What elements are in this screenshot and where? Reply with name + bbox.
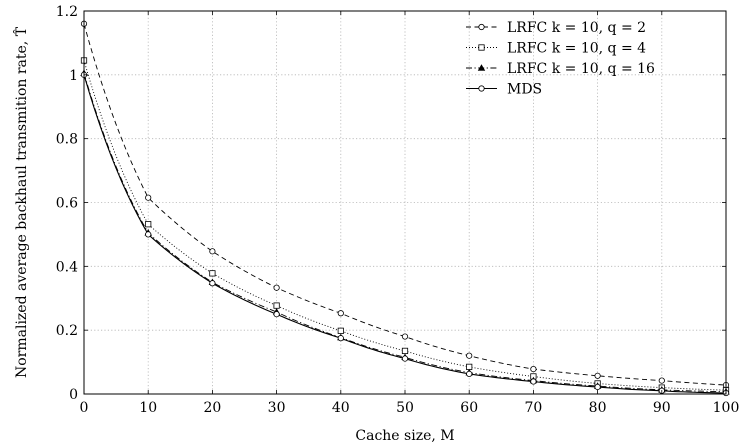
data-point — [401, 333, 409, 340]
x-tick-label: 30 — [268, 400, 286, 416]
y-tick-label: 0 — [69, 387, 78, 403]
legend-entry: LRFC k = 10, q = 16 — [507, 61, 655, 77]
data-point — [658, 377, 665, 384]
data-point — [337, 327, 344, 334]
y-axis-label: Normalized average backhaul transmition … — [12, 26, 30, 378]
data-point — [209, 280, 216, 287]
grid — [84, 11, 726, 394]
y-tick-label: 0.4 — [56, 259, 78, 275]
y-tick-label: 0.6 — [56, 196, 78, 212]
x-tick-label: 80 — [589, 400, 607, 416]
legend-entry: LRFC k = 10, q = 2 — [507, 20, 646, 36]
data-point — [273, 311, 280, 318]
data-point — [466, 370, 473, 377]
data-point — [145, 194, 152, 201]
data-point — [401, 355, 409, 362]
data-point — [594, 383, 601, 391]
data-point — [466, 352, 473, 359]
x-tick-label: 100 — [713, 400, 739, 416]
data-point — [145, 231, 152, 238]
data-point — [337, 335, 344, 342]
x-tick-label: 0 — [80, 400, 89, 416]
data-point — [530, 366, 537, 373]
x-tick-label: 50 — [396, 400, 414, 416]
y-tick-label: 1 — [69, 68, 78, 84]
x-tick-label: 10 — [139, 400, 157, 416]
data-point — [466, 363, 473, 370]
data-point — [209, 248, 216, 255]
legend-entry: LRFC k = 10, q = 4 — [507, 41, 646, 57]
data-point — [209, 270, 216, 277]
legend-marker — [478, 85, 485, 92]
y-tick-label: 0.2 — [56, 323, 78, 339]
data-point — [145, 221, 152, 228]
x-tick-label: 90 — [653, 400, 671, 416]
x-tick-label: 40 — [332, 400, 350, 416]
y-tick-label: 1.2 — [56, 4, 78, 20]
legend-entry: MDS — [507, 82, 542, 98]
legend-marker — [478, 23, 485, 31]
x-tick-label: 70 — [524, 400, 542, 416]
data-point — [337, 310, 344, 317]
x-tick-label: 60 — [460, 400, 478, 416]
legend-marker — [478, 44, 485, 51]
series-1 — [80, 20, 730, 389]
data-point — [401, 347, 409, 355]
y-tick-label: 0.8 — [56, 132, 78, 148]
data-point — [273, 284, 280, 291]
x-tick-label: 20 — [203, 400, 221, 416]
data-point — [273, 302, 280, 309]
data-point — [594, 372, 601, 379]
legend: LRFC k = 10, q = 2 LRFC k = 10, q = 4 LRFC… — [466, 20, 655, 98]
data-point — [530, 378, 537, 385]
x-axis-label: Cache size, M — [355, 428, 454, 444]
legend-marker — [477, 64, 486, 71]
ticks: 0 10 20 30 40 50 60 70 80 90 100 0 0.2 0.4 0.6 0.8 1 1.2 — [56, 4, 739, 416]
